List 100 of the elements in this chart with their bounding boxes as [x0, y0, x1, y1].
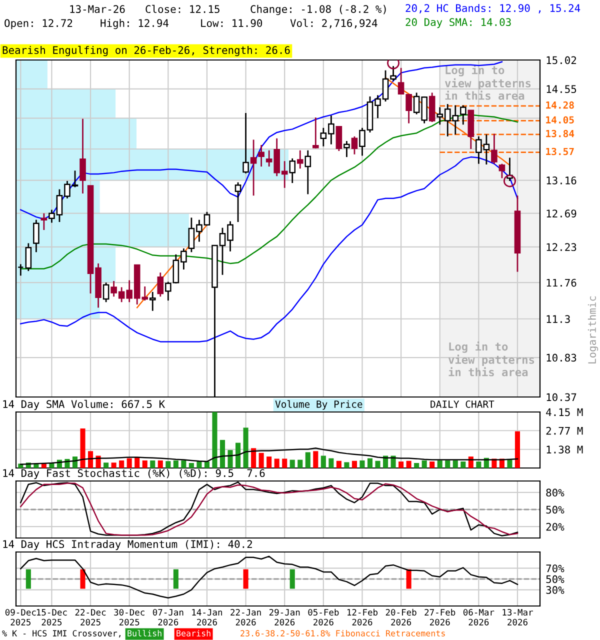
candlestick	[460, 104, 466, 126]
chart-title: 14 Day HCS Intraday Momentum (IMI): 40.2	[3, 540, 252, 550]
candlestick	[258, 144, 264, 168]
bar	[274, 458, 280, 468]
ref-line-label: 13.84	[546, 130, 574, 138]
candlestick	[40, 212, 48, 231]
candlestick	[102, 282, 110, 303]
bar	[111, 462, 116, 468]
ref-line-label: 13.57	[546, 148, 574, 156]
candlestick	[296, 150, 304, 170]
bar	[336, 460, 342, 468]
bar	[414, 463, 420, 468]
bar	[119, 460, 124, 468]
bar	[80, 428, 86, 468]
bar	[158, 460, 163, 468]
bar	[212, 412, 218, 468]
bar	[188, 463, 194, 468]
bar	[320, 456, 326, 468]
bar	[367, 458, 373, 468]
y-axis-title: Logarithmic	[588, 296, 598, 364]
x-tick-label: 27-Feb 2026	[424, 608, 456, 626]
bar	[352, 460, 357, 468]
candlestick	[491, 133, 498, 165]
bar	[422, 460, 427, 468]
bar	[204, 462, 210, 468]
bar	[430, 462, 435, 468]
bar	[328, 458, 334, 468]
bar	[375, 460, 380, 468]
bar	[305, 452, 310, 468]
x-tick-label: 30-Dec 2025	[114, 608, 144, 626]
candlestick	[344, 140, 350, 158]
bar	[251, 448, 256, 468]
bar	[104, 462, 109, 468]
annotation: Log in to view patterns in this area	[448, 342, 534, 376]
text: 20,2 HC Bands: 12.90 , 15.24	[406, 4, 580, 14]
candlestick	[242, 112, 249, 174]
candlestick	[250, 139, 257, 196]
text: Low: 11.90	[201, 19, 262, 28]
bar	[406, 460, 412, 468]
x-tick-label: 13-Mar 2026	[502, 608, 533, 626]
bar	[360, 460, 365, 468]
text: Bearish	[176, 630, 210, 636]
candlestick	[149, 291, 156, 312]
bar	[298, 460, 303, 468]
text: High: 12.94	[100, 18, 168, 30]
bar	[258, 452, 264, 468]
candlestick	[80, 118, 86, 194]
bar	[398, 462, 404, 468]
line-series	[20, 556, 518, 599]
x-tick-label: 22-Dec 2025	[75, 608, 106, 626]
y-tick-label: 10.83	[546, 354, 576, 362]
bar	[344, 462, 350, 468]
text: DAILY CHART	[430, 400, 494, 408]
chart-title: 14 Day Fast Stochastic (%K) (%D): 9.5 7.6	[3, 468, 265, 480]
text: Close: 12.15	[146, 4, 220, 14]
text: Volume By Price	[275, 400, 362, 410]
y-tick-label: 70%	[546, 564, 564, 572]
candlestick	[33, 219, 40, 253]
y-tick-label: 20%	[546, 522, 564, 531]
bar	[290, 460, 295, 468]
text: 23.6-38.2-50-61.8% Fibonacci Retracements	[240, 630, 445, 636]
text: Bullish	[128, 630, 162, 636]
x-tick-label: 12-Feb 2026	[347, 608, 378, 626]
bar	[173, 460, 178, 468]
bar	[228, 450, 233, 468]
y-tick-label: 50%	[546, 506, 564, 514]
bar	[166, 461, 171, 468]
bar	[196, 462, 202, 468]
bar	[181, 460, 186, 468]
bar	[88, 451, 94, 468]
candlestick	[336, 126, 342, 152]
legend-title: % K - HCS IMI Crossover,	[2, 630, 120, 638]
candlestick	[289, 158, 296, 184]
x-tick-label: 20-Feb 2026	[386, 608, 416, 626]
y-tick-label: 15.02	[546, 56, 576, 64]
bar	[243, 428, 248, 468]
x-tick-label: 09-Dec 2025	[5, 608, 36, 626]
x-tick-label: 05-Feb 2026	[308, 608, 339, 626]
line-series	[20, 156, 518, 342]
candlestick	[312, 116, 319, 150]
bar	[507, 460, 512, 468]
y-tick-label: 14.55	[546, 85, 576, 94]
y-tick-label: 11.3	[546, 315, 570, 324]
y-tick-label: 12.69	[546, 210, 576, 218]
bar	[236, 442, 241, 468]
y-tick-label: 1.38 M	[546, 446, 583, 454]
text: 13-Mar-26	[70, 5, 125, 14]
bar	[437, 460, 442, 468]
y-tick-label: 10.37	[546, 393, 576, 402]
text: Change: -1.08 (-8.2 %)	[250, 4, 386, 16]
text: Open: 12.72	[4, 19, 72, 30]
y-tick-label: 80%	[546, 488, 564, 497]
bar	[445, 460, 450, 468]
bar	[142, 460, 148, 468]
band-label: Log in to view patterns in this area	[444, 65, 531, 100]
bar	[460, 462, 466, 468]
ref-line-label: 14.28	[546, 101, 574, 109]
bar	[390, 456, 396, 468]
chart-title: 14 Day SMA Volume: 667.5 K	[3, 400, 166, 410]
text: Bearish Engulfing on 26-Feb-26, Strength: 26.6	[2, 46, 290, 56]
